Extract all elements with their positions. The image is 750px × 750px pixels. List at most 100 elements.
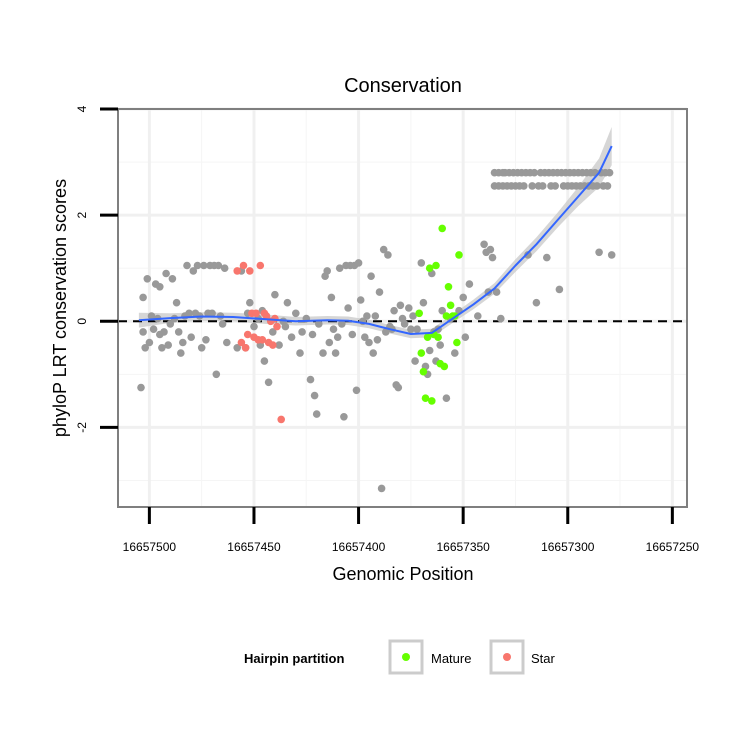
chart-title: Conservation (344, 75, 462, 97)
data-point-unpartitioned (327, 293, 336, 302)
data-point-unpartitioned (551, 182, 559, 190)
data-point-unpartitioned (306, 375, 315, 384)
data-point-unpartitioned (141, 344, 149, 352)
x-axis-title: Genomic Position (332, 564, 473, 584)
data-point-unpartitioned (260, 357, 269, 365)
data-point-unpartitioned (371, 312, 380, 320)
data-point-star (241, 344, 250, 352)
x-tick-label: 16657350 (436, 540, 490, 554)
data-point-unpartitioned (405, 304, 413, 312)
data-point-unpartitioned (497, 314, 505, 323)
plot-panel (117, 107, 688, 508)
data-point-unpartitioned (524, 251, 532, 259)
data-point-unpartitioned (480, 240, 488, 249)
smooth-curve-layer (138, 145, 613, 335)
legend-label-star: Star (531, 651, 556, 666)
data-point-star (258, 336, 267, 344)
data-point-unpartitioned (168, 275, 177, 283)
data-point-unpartitioned (417, 259, 426, 267)
data-point-unpartitioned (283, 298, 292, 307)
data-point-unpartitioned (528, 182, 536, 190)
data-point-star (239, 261, 248, 270)
x-tick-label: 16657300 (541, 540, 595, 554)
confidence-ribbon-layer (138, 127, 612, 339)
data-point-unpartitioned (223, 338, 231, 347)
y-tick-label: 4 (75, 105, 89, 112)
data-point-unpartitioned (407, 325, 415, 334)
data-point-mature (415, 309, 424, 318)
data-point-unpartitioned (532, 298, 541, 307)
data-point-unpartitioned (233, 344, 241, 352)
data-points-layer (137, 168, 616, 493)
data-point-unpartitioned (208, 309, 216, 318)
data-point-unpartitioned (409, 312, 417, 320)
data-point-unpartitioned (382, 328, 390, 336)
data-point-star (277, 415, 286, 424)
x-axis: 16657500 16657450 16657400 16657350 16657300… (123, 507, 699, 554)
data-point-unpartitioned (361, 333, 369, 342)
data-point-unpartitioned (488, 253, 497, 262)
data-point-unpartitioned (172, 298, 181, 307)
data-point-unpartitioned (308, 330, 317, 339)
data-point-unpartitioned (139, 328, 147, 336)
data-point-unpartitioned (354, 259, 363, 267)
data-point-mature (444, 283, 453, 291)
data-point-unpartitioned (315, 320, 323, 328)
legend-title: Hairpin partition (244, 651, 344, 666)
data-point-unpartitioned (179, 338, 187, 347)
data-point-unpartitioned (331, 349, 340, 357)
legend: Hairpin partition Mature Star (244, 639, 556, 675)
data-point-unpartitioned (202, 336, 210, 344)
data-point-unpartitioned (329, 325, 338, 334)
data-point-unpartitioned (218, 320, 227, 328)
data-point-unpartitioned (400, 320, 409, 328)
data-point-unpartitioned (319, 349, 327, 357)
data-point-unpartitioned (451, 349, 459, 357)
data-point-unpartitioned (344, 304, 352, 312)
data-point-unpartitioned (296, 349, 304, 357)
data-point-unpartitioned (595, 248, 603, 257)
data-point-unpartitioned (156, 283, 164, 291)
data-point-unpartitioned (367, 272, 375, 281)
data-point-unpartitioned (189, 267, 198, 275)
data-point-unpartitioned (438, 306, 447, 315)
data-point-star (243, 330, 252, 339)
data-point-star (262, 312, 271, 320)
data-point-mature (434, 333, 442, 342)
data-point-unpartitioned (264, 378, 273, 387)
data-point-unpartitioned (486, 245, 495, 254)
data-point-star (269, 341, 277, 349)
data-point-unpartitioned (369, 349, 378, 357)
confidence-ribbon (138, 127, 612, 339)
data-point-unpartitioned (340, 413, 348, 421)
data-point-unpartitioned (187, 333, 195, 342)
data-point-unpartitioned (465, 280, 474, 288)
data-point-unpartitioned (474, 312, 482, 320)
data-point-star (252, 309, 260, 318)
data-point-unpartitioned (275, 341, 283, 349)
data-point-unpartitioned (352, 386, 361, 395)
y-axis: -2 0 2 4 (75, 105, 118, 433)
data-point-unpartitioned (543, 253, 551, 262)
data-point-unpartitioned (281, 322, 290, 331)
data-point-mature (440, 362, 449, 371)
data-point-unpartitioned (174, 328, 183, 336)
data-point-unpartitioned (335, 264, 344, 273)
data-point-star (271, 314, 279, 323)
legend-dot-star (503, 653, 511, 661)
y-tick-label: -2 (75, 422, 89, 433)
data-point-unpartitioned (312, 410, 321, 418)
data-point-unpartitioned (145, 338, 154, 347)
data-point-unpartitioned (325, 338, 334, 347)
data-point-unpartitioned (425, 346, 434, 355)
data-point-unpartitioned (287, 333, 296, 342)
x-tick-label: 16657400 (332, 540, 386, 554)
data-point-unpartitioned (593, 182, 601, 190)
data-point-unpartitioned (394, 383, 403, 392)
data-point-unpartitioned (166, 320, 175, 328)
data-point-unpartitioned (183, 261, 191, 270)
data-point-mature (423, 333, 432, 342)
data-point-star (246, 267, 254, 275)
data-point-unpartitioned (271, 290, 279, 299)
data-point-unpartitioned (442, 394, 451, 403)
